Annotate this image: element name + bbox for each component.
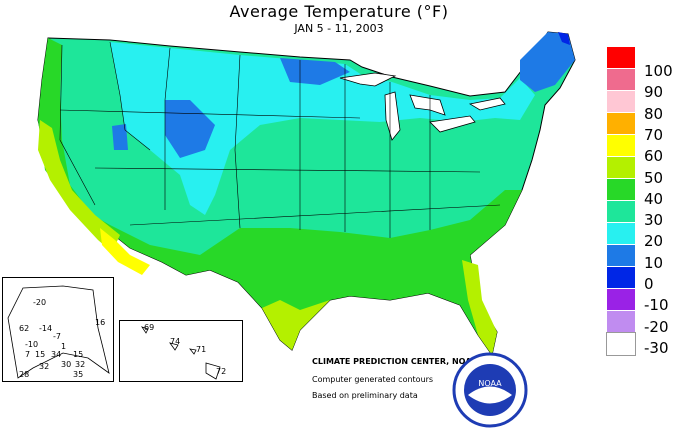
legend-swatch xyxy=(607,113,635,135)
ak-label-3: 62 xyxy=(19,324,30,333)
legend-tick-label: 40 xyxy=(644,189,664,208)
hi-label-3: 71 xyxy=(196,345,207,354)
zone-10-20-idaho xyxy=(112,124,128,150)
legend-tick-label: 60 xyxy=(644,147,664,166)
ak-label-11: 15 xyxy=(73,350,84,359)
legend-swatch xyxy=(606,332,636,356)
zone-10-20-wyoming xyxy=(165,100,215,158)
legend-tick-label: 50 xyxy=(644,168,664,187)
legend-swatch xyxy=(607,91,635,113)
legend-tick-label: -20 xyxy=(644,317,669,336)
legend-swatch xyxy=(607,267,635,289)
legend-swatch xyxy=(607,47,635,69)
legend-tick-label: 20 xyxy=(644,232,664,251)
legend-tick-label: -30 xyxy=(644,338,669,357)
ak-label-6: -7 xyxy=(53,332,61,341)
legend-tick-label: -10 xyxy=(644,296,669,315)
legend-color-bar xyxy=(606,47,636,356)
legend-swatch xyxy=(607,135,635,157)
legend-swatch xyxy=(607,311,635,333)
ak-label-2: 16 xyxy=(95,318,106,327)
ak-label-1: -20 xyxy=(33,298,47,307)
ak-label-14: 32 xyxy=(75,360,86,369)
state-lines xyxy=(59,41,501,238)
legend-swatch xyxy=(607,289,635,311)
legend-tick-label: 100 xyxy=(644,62,673,80)
zone-0-10-maine xyxy=(558,32,570,45)
ak-label-8: 15 xyxy=(35,350,46,359)
ak-label-7: 7 xyxy=(25,350,31,359)
zone-50-60-florida xyxy=(462,260,497,355)
ak-label-13: 30 xyxy=(61,360,72,369)
zone-60-70-socal xyxy=(100,228,150,275)
legend-tick-label: 10 xyxy=(644,253,664,272)
legend-tick-label: 70 xyxy=(644,125,664,144)
zone-50-60-ca xyxy=(38,120,120,252)
alaska-shape xyxy=(7,285,110,379)
zone-10-20-maine xyxy=(520,32,575,92)
zone-50-60-texas xyxy=(262,300,330,350)
great-lakes xyxy=(339,72,506,141)
ak-label-15: 28 xyxy=(19,370,30,379)
legend-swatch xyxy=(607,69,635,91)
warm-band-40-50 xyxy=(75,190,522,355)
ak-label-4: -14 xyxy=(39,324,53,333)
legend-swatch xyxy=(607,157,635,179)
zone-20-30-north xyxy=(110,42,535,215)
hawaii-inset: 69 74 71 72 xyxy=(119,320,243,382)
ak-label-16: 35 xyxy=(73,370,84,379)
ak-label-12: 32 xyxy=(39,362,50,371)
legend-swatch xyxy=(607,201,635,223)
map-title: Average Temperature (°F) xyxy=(229,2,449,21)
ak-label-10: 1 xyxy=(61,342,67,351)
hi-label-1: 69 xyxy=(144,323,155,332)
hi-label-2: 74 xyxy=(170,337,181,346)
credit-center: CLIMATE PREDICTION CENTER, NOAA xyxy=(312,357,478,366)
legend-swatch xyxy=(607,223,635,245)
alaska-inset: -20 16 62 -14 -10 -7 7 15 34 1 15 32 30 … xyxy=(2,277,114,382)
legend-tick-label: 80 xyxy=(644,104,664,123)
hi-label-4: 72 xyxy=(216,367,227,376)
hawaii-shape xyxy=(141,326,221,380)
credit-contours: Computer generated contours xyxy=(312,375,434,384)
ak-label-9: 34 xyxy=(51,350,62,359)
legend-swatch xyxy=(607,179,635,201)
credit-prelim: Based on preliminary data xyxy=(312,391,418,400)
map-subtitle: JAN 5 - 11, 2003 xyxy=(294,22,384,35)
legend-swatch xyxy=(607,245,635,267)
legend-tick-label: 30 xyxy=(644,211,664,230)
legend-tick-label: 90 xyxy=(644,83,664,102)
ak-label-5: -10 xyxy=(25,340,39,349)
legend-tick-label: 0 xyxy=(644,275,654,293)
zone-10-20-mn xyxy=(280,58,350,85)
